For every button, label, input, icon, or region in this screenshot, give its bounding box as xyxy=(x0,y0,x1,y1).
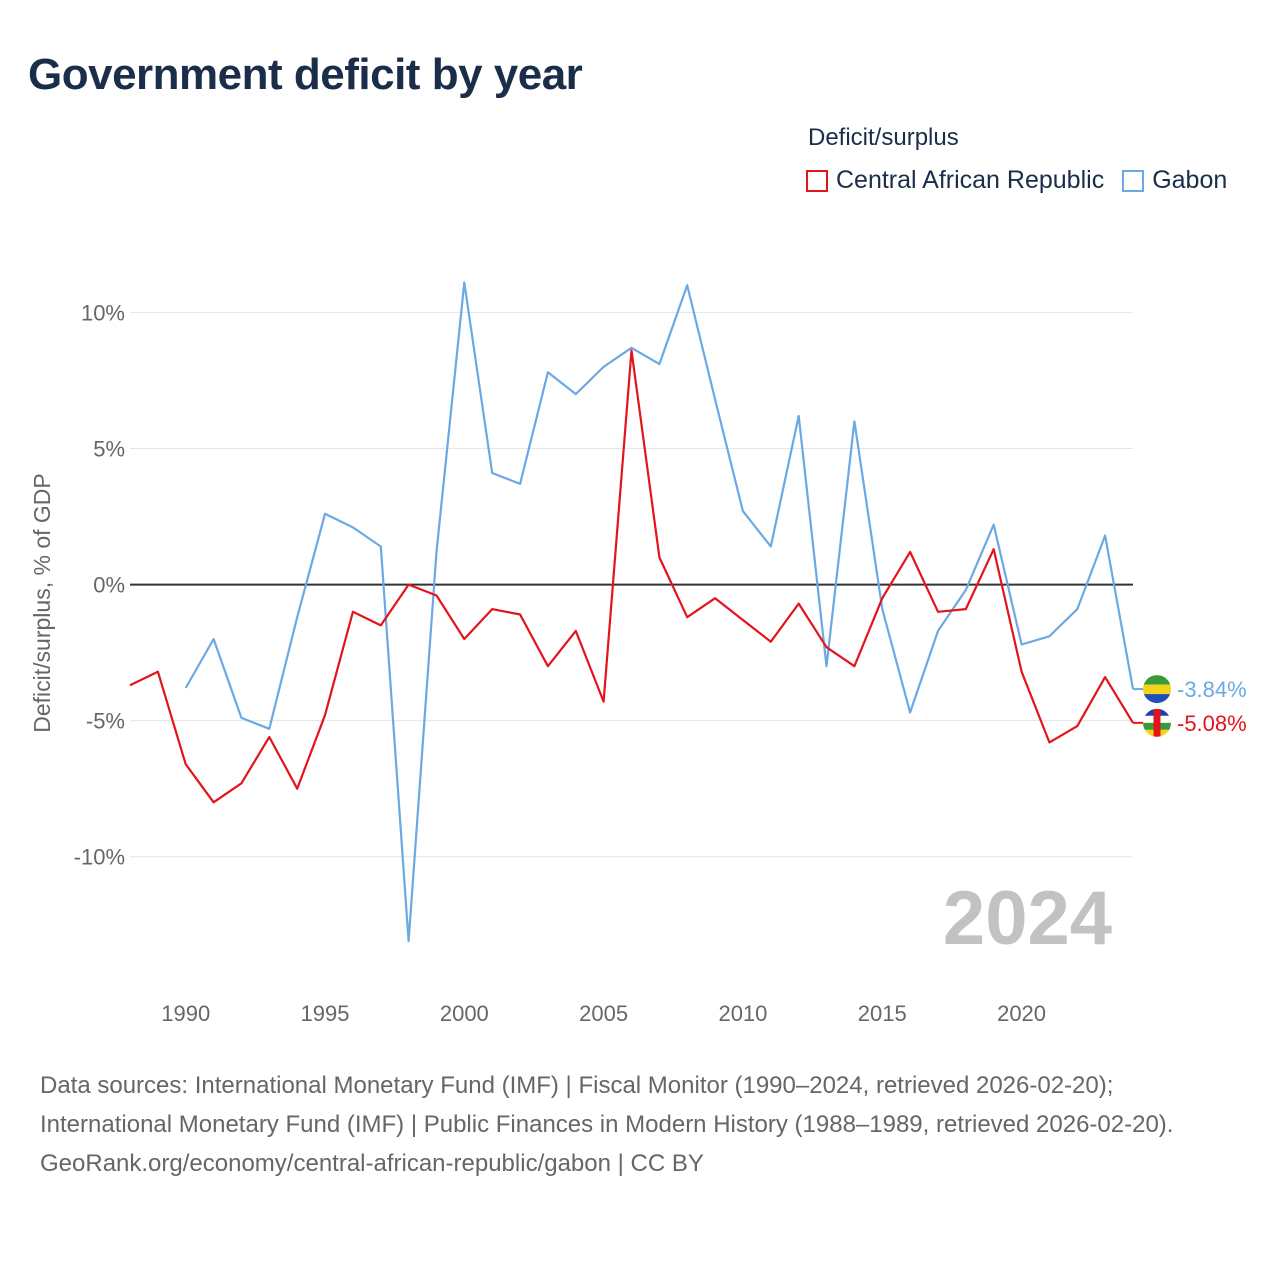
x-tick-label: 1990 xyxy=(161,1001,210,1026)
data-sources: Data sources: International Monetary Fun… xyxy=(40,1072,1174,1138)
x-tick-label: 2005 xyxy=(579,1001,628,1026)
attribution: GeoRank.org/economy/central-african-repu… xyxy=(40,1150,704,1177)
y-tick-label: 10% xyxy=(81,300,125,325)
x-tick-label: 1995 xyxy=(301,1001,350,1026)
series-line-gabon[interactable] xyxy=(184,281,1135,943)
car-flag-icon xyxy=(1143,708,1171,737)
y-tick-label: -10% xyxy=(74,845,125,870)
series-line-car[interactable] xyxy=(129,349,1134,804)
grid-lines xyxy=(130,311,1133,858)
line-chart: 10% 5% 0% -5% -10% 1990 1995 2000 2005 2010 2015 2… xyxy=(29,281,1247,1026)
y-tick-label: -5% xyxy=(86,709,125,734)
series-lines xyxy=(129,281,1135,943)
legend-label-gabon: Gabon xyxy=(1152,166,1228,194)
end-markers: -3.84% -5.08% xyxy=(1133,675,1247,737)
y-tick-label: 0% xyxy=(93,573,125,598)
legend: Central African Republic Gabon xyxy=(806,166,1245,195)
x-tick-label: 2010 xyxy=(718,1001,767,1026)
x-tick-label: 2020 xyxy=(997,1001,1046,1026)
legend-label-car: Central African Republic xyxy=(836,166,1105,194)
footer: Data sources: International Monetary Fun… xyxy=(40,1066,1240,1183)
chart-title: Government deficit by year xyxy=(28,50,583,99)
legend-swatch-car xyxy=(806,169,828,192)
y-axis-ticks: 10% 5% 0% -5% -10% xyxy=(74,300,125,869)
legend-title: Deficit/surplus xyxy=(808,124,959,151)
x-axis-ticks: 1990 1995 2000 2005 2010 2015 2020 xyxy=(161,1001,1046,1026)
year-watermark: 2024 xyxy=(943,876,1112,961)
legend-item-car[interactable]: Central African Republic xyxy=(806,166,1104,195)
legend-item-gabon[interactable]: Gabon xyxy=(1122,166,1227,195)
end-label-gabon: -3.84% xyxy=(1177,677,1247,702)
x-tick-label: 2015 xyxy=(858,1001,907,1026)
end-label-car: -5.08% xyxy=(1177,711,1247,736)
y-axis-label: Deficit/surplus, % of GDP xyxy=(29,473,55,732)
gabon-flag-icon xyxy=(1143,675,1171,704)
legend-swatch-gabon xyxy=(1122,169,1145,192)
x-tick-label: 2000 xyxy=(440,1001,489,1026)
y-tick-label: 5% xyxy=(93,437,125,462)
